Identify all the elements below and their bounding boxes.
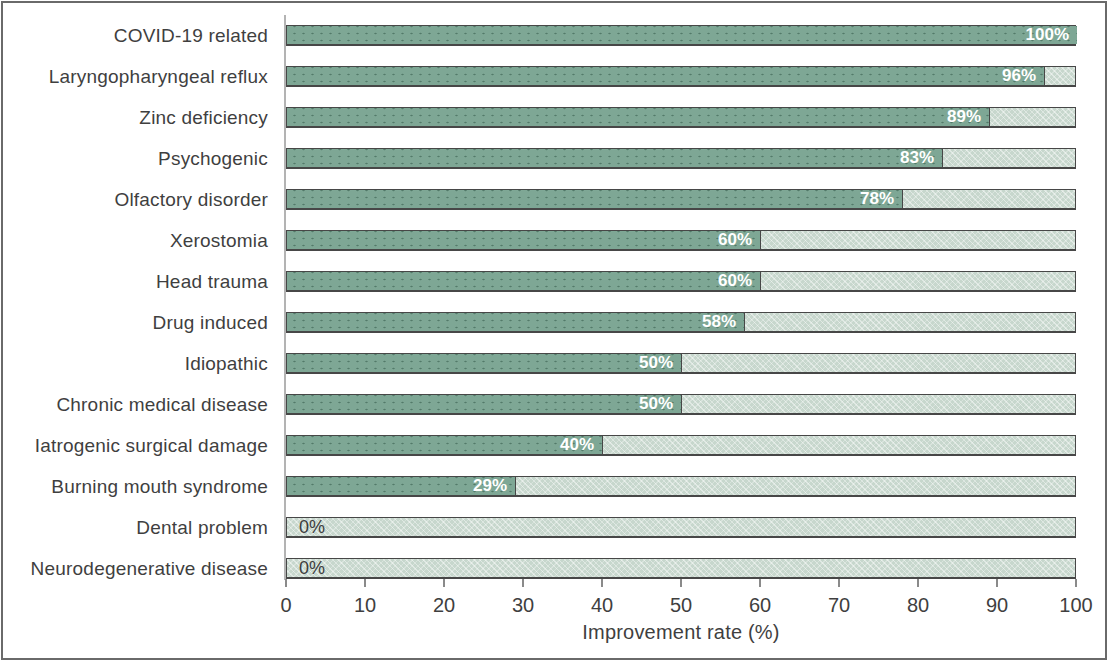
bar-fill: 96% <box>287 67 1045 85</box>
bar-track: 89% <box>286 107 1076 128</box>
bar-row: Laryngopharyngeal reflux 96% <box>0 66 1108 87</box>
x-tick-mark <box>917 579 919 587</box>
value-label: 29% <box>473 476 507 496</box>
bar-row: Olfactory disorder 78% <box>0 189 1108 210</box>
bar-row: Idiopathic 50% <box>0 353 1108 374</box>
bar-row: Iatrogenic surgical damage 40% <box>0 435 1108 456</box>
category-label: Psychogenic <box>0 148 268 169</box>
x-tick-label: 30 <box>493 594 553 617</box>
bar-track: 58% <box>286 312 1076 333</box>
category-label: Drug induced <box>0 312 268 333</box>
value-label: 0% <box>299 558 325 579</box>
value-label: 50% <box>639 353 673 373</box>
value-label: 100% <box>1026 25 1069 45</box>
value-label: 89% <box>947 107 981 127</box>
bar-row: COVID-19 related 100% <box>0 25 1108 46</box>
bar-fill: 40% <box>287 436 603 454</box>
value-label: 50% <box>639 394 673 414</box>
bar-fill: 60% <box>287 272 761 290</box>
value-label: 58% <box>702 312 736 332</box>
x-tick-mark <box>838 579 840 587</box>
x-axis-title: Improvement rate (%) <box>481 621 881 644</box>
bar-track: 100% <box>286 25 1076 46</box>
bar-row: Psychogenic 83% <box>0 148 1108 169</box>
value-label: 0% <box>299 517 325 538</box>
x-tick-mark <box>285 579 287 587</box>
category-label: Burning mouth syndrome <box>0 476 268 497</box>
bar-row: Zinc deficiency 89% <box>0 107 1108 128</box>
bar-fill: 58% <box>287 313 745 331</box>
bar-row: Neurodegenerative disease 0% <box>0 558 1108 579</box>
bar-track: 50% <box>286 353 1076 374</box>
value-label: 60% <box>718 230 752 250</box>
x-tick-mark <box>364 579 366 587</box>
value-label: 40% <box>560 435 594 455</box>
bar-track: 60% <box>286 271 1076 292</box>
bar-fill: 29% <box>287 477 516 495</box>
category-label: Iatrogenic surgical damage <box>0 435 268 456</box>
x-tick-label: 80 <box>888 594 948 617</box>
category-label: Head trauma <box>0 271 268 292</box>
x-tick-label: 50 <box>651 594 711 617</box>
category-label: Olfactory disorder <box>0 189 268 210</box>
value-label: 96% <box>1002 66 1036 86</box>
x-tick-label: 70 <box>809 594 869 617</box>
bar-track: 29% <box>286 476 1076 497</box>
x-tick-mark <box>1075 579 1077 587</box>
bar-track: 60% <box>286 230 1076 251</box>
x-tick-label: 20 <box>414 594 474 617</box>
bar-track: 0% <box>286 558 1076 579</box>
bar-row: Head trauma 60% <box>0 271 1108 292</box>
bar-fill: 60% <box>287 231 761 249</box>
bar-track: 96% <box>286 66 1076 87</box>
bar-row: Drug induced 58% <box>0 312 1108 333</box>
bar-track: 0% <box>286 517 1076 538</box>
x-tick-mark <box>443 579 445 587</box>
category-label: Idiopathic <box>0 353 268 374</box>
bar-track: 78% <box>286 189 1076 210</box>
x-tick-mark <box>680 579 682 587</box>
bar-fill: 50% <box>287 354 682 372</box>
x-tick-label: 0 <box>256 594 316 617</box>
category-label: Xerostomia <box>0 230 268 251</box>
x-tick-label: 40 <box>572 594 632 617</box>
bar-chart: COVID-19 related100%Laryngopharyngeal re… <box>0 0 1108 661</box>
bar-track: 50% <box>286 394 1076 415</box>
x-tick-label: 100 <box>1046 594 1106 617</box>
bar-fill: 83% <box>287 149 943 167</box>
value-label: 83% <box>900 148 934 168</box>
bar-fill: 100% <box>287 26 1077 44</box>
x-tick-mark <box>522 579 524 587</box>
category-label: Dental problem <box>0 517 268 538</box>
x-tick-mark <box>759 579 761 587</box>
category-label: Zinc deficiency <box>0 107 268 128</box>
bar-fill: 89% <box>287 108 990 126</box>
bar-track: 40% <box>286 435 1076 456</box>
category-label: Neurodegenerative disease <box>0 558 268 579</box>
x-tick-mark <box>601 579 603 587</box>
category-label: Chronic medical disease <box>0 394 268 415</box>
value-label: 78% <box>860 189 894 209</box>
category-label: Laryngopharyngeal reflux <box>0 66 268 87</box>
bar-row: Chronic medical disease 50% <box>0 394 1108 415</box>
bar-track: 83% <box>286 148 1076 169</box>
bar-row: Xerostomia 60% <box>0 230 1108 251</box>
x-tick-mark <box>996 579 998 587</box>
bar-row: Burning mouth syndrome 29% <box>0 476 1108 497</box>
value-label: 60% <box>718 271 752 291</box>
bar-row: Dental problem 0% <box>0 517 1108 538</box>
category-label: COVID-19 related <box>0 25 268 46</box>
x-tick-label: 10 <box>335 594 395 617</box>
bar-fill: 78% <box>287 190 903 208</box>
x-tick-label: 90 <box>967 594 1027 617</box>
bar-fill: 50% <box>287 395 682 413</box>
x-tick-label: 60 <box>730 594 790 617</box>
